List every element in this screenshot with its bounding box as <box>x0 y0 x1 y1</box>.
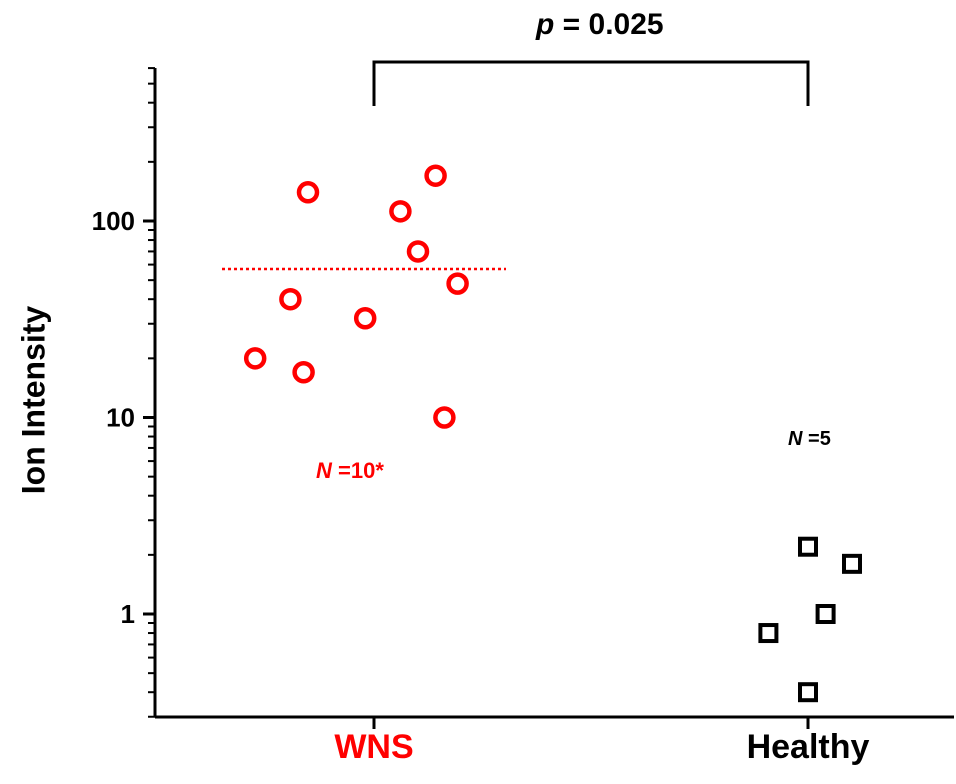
healthy-data-point <box>798 536 818 557</box>
p-value-text: = 0.025 <box>554 8 664 41</box>
n-healthy-text: =5 <box>802 428 831 450</box>
p-value-symbol: p <box>536 8 555 41</box>
wns-data-point <box>296 181 320 204</box>
x-category-label-healthy: Healthy <box>746 728 870 766</box>
y-tick-label: 1 <box>121 599 135 629</box>
n-wns-label: N =10* <box>316 458 384 484</box>
wns-data-point <box>424 164 447 187</box>
p-value-label: p = 0.025 <box>536 8 664 42</box>
healthy-data-point <box>815 604 836 624</box>
y-axis-label: Ion Intensity <box>15 305 52 495</box>
n-wns-text: =10* <box>331 458 384 483</box>
wns-data-point <box>446 272 469 295</box>
wns-data-point <box>353 306 377 330</box>
bracket-line <box>372 60 810 106</box>
significance-bracket <box>372 60 810 106</box>
y-tick-label: 100 <box>92 206 135 236</box>
wns-data-point <box>406 240 430 263</box>
wns-data-point <box>389 200 412 223</box>
n-healthy-label: N =5 <box>788 428 831 451</box>
healthy-data-point <box>798 682 818 703</box>
wns-data-point <box>243 347 267 370</box>
n-wns-symbol: N <box>316 458 332 483</box>
y-tick-label: 10 <box>106 403 135 433</box>
data-points <box>243 164 862 703</box>
wns-data-point <box>292 360 315 384</box>
healthy-data-point <box>842 553 862 574</box>
n-healthy-symbol: N <box>788 428 803 450</box>
x-category-label-wns: WNS <box>334 728 414 766</box>
wns-data-point <box>279 287 302 311</box>
healthy-data-point <box>758 623 779 644</box>
axes: 1 10 100 <box>92 67 954 729</box>
wns-data-point <box>433 406 456 429</box>
